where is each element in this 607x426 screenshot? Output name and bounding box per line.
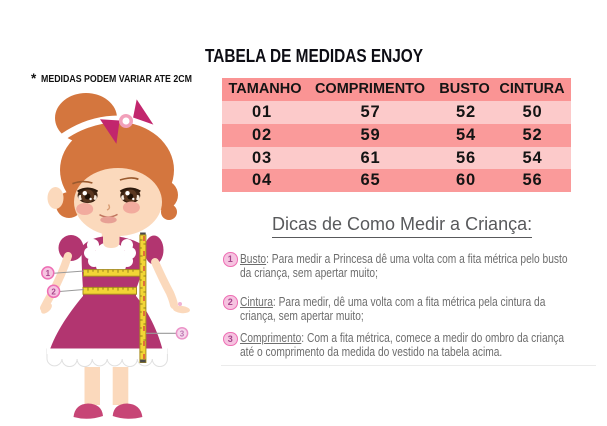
svg-text:2: 2 bbox=[51, 287, 56, 296]
svg-text:1: 1 bbox=[46, 269, 51, 278]
svg-text:3: 3 bbox=[180, 329, 185, 338]
